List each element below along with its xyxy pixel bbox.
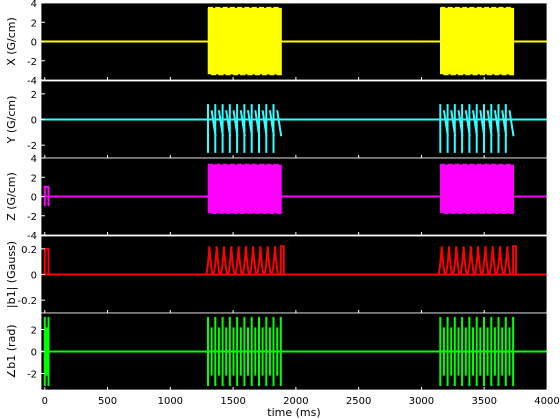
panel-y-ytick-label: -2 [27, 141, 37, 152]
panel-x-ylabel: X (G/cm) [5, 17, 18, 66]
panel-x-ytick-label: 0 [31, 38, 37, 49]
panel-b1mag-ylabel: |b1| (Gauss) [5, 241, 18, 308]
x-tick-label: 0 [42, 396, 48, 407]
panel-z-ytick-label: 2 [31, 173, 37, 184]
x-tick-label: 2500 [346, 396, 371, 407]
panel-x-ytick-label: 4 [31, 0, 37, 10]
panel-z-ytick-label: 4 [31, 154, 37, 165]
panel-b1mag-ytick-label: 0.2 [21, 245, 37, 256]
panel-z-ytick-label: 0 [31, 193, 37, 204]
panel-x-ytick-label: 2 [31, 18, 37, 29]
x-tick-label: 500 [98, 396, 117, 407]
panels: -4 -2 0 2 4 X (G/cm) -2 0 2 Y (G/cm) -4 -2 0 2 4 Z (G/c… [5, 0, 547, 390]
panel-y-ytick-label: 0 [31, 116, 37, 127]
panel-b1mag: -0.2 0 0.2|b1| (Gauss) [5, 236, 547, 313]
panel-b1phase-ytick-label: -2 [27, 370, 37, 381]
x-tick-label: 3000 [409, 396, 434, 407]
panel-y: -2 0 2 Y (G/cm) [5, 81, 547, 158]
panel-y-ylabel: Y (G/cm) [5, 96, 18, 145]
x-tick-label: 1000 [158, 396, 183, 407]
panel-x-ytick-label: -2 [27, 57, 37, 68]
panel-x: -4 -2 0 2 4 X (G/cm) [5, 0, 547, 87]
panel-y-ytick-label: 2 [31, 90, 37, 101]
panel-b1phase: -2 0 2 ∠b1 (rad) [5, 313, 547, 390]
x-axis-label: time (ms) [267, 406, 320, 419]
panel-b1mag-ytick-label: -0.2 [17, 296, 37, 307]
panel-z-ylabel: Z (G/cm) [5, 172, 18, 221]
panel-z-ytick-label: -2 [27, 212, 37, 223]
panel-z: -4 -2 0 2 4 Z (G/cm) [5, 154, 547, 242]
x-tick-label: 4000 [534, 396, 559, 407]
x-tick-label: 3500 [471, 396, 496, 407]
panel-z-ytick-label: -4 [27, 231, 37, 242]
x-tick-label: 1500 [220, 396, 245, 407]
panel-x-ytick-label: -4 [27, 76, 37, 87]
panel-b1phase-ytick-label: 0 [31, 348, 37, 359]
panel-b1phase-ytick-label: 2 [31, 326, 37, 337]
panel-b1mag-ytick-label: 0 [31, 271, 37, 282]
panel-b1phase-ylabel: ∠b1 (rad) [5, 324, 18, 378]
